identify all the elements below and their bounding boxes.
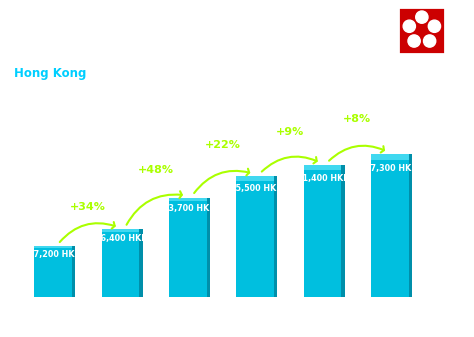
Bar bbox=[35, 246, 75, 248]
Text: Hong Kong: Hong Kong bbox=[14, 67, 87, 81]
Text: 71,400 HKD: 71,400 HKD bbox=[297, 174, 350, 183]
Text: salaryexplorer.com: salaryexplorer.com bbox=[191, 324, 283, 334]
Text: Investment Fund Manager: Investment Fund Manager bbox=[14, 44, 169, 57]
Bar bbox=[409, 154, 412, 297]
Bar bbox=[72, 246, 75, 297]
Text: 27,200 HKD: 27,200 HKD bbox=[28, 250, 81, 259]
Bar bbox=[236, 176, 277, 181]
Text: +22%: +22% bbox=[205, 140, 241, 150]
Text: +8%: +8% bbox=[343, 114, 372, 124]
Circle shape bbox=[417, 26, 427, 35]
Text: +34%: +34% bbox=[70, 203, 106, 212]
Bar bbox=[303, 165, 344, 170]
Bar bbox=[303, 165, 344, 297]
Bar bbox=[35, 246, 75, 297]
Bar bbox=[371, 154, 411, 160]
Bar bbox=[102, 229, 142, 297]
Bar bbox=[207, 197, 210, 297]
Text: 36,400 HKD: 36,400 HKD bbox=[95, 234, 148, 243]
Bar bbox=[169, 197, 210, 297]
Text: +9%: +9% bbox=[276, 127, 304, 137]
Bar bbox=[169, 197, 210, 202]
Text: Salary Comparison By Experience: Salary Comparison By Experience bbox=[14, 10, 329, 28]
Bar bbox=[236, 176, 277, 297]
Bar bbox=[341, 165, 345, 297]
Bar bbox=[139, 229, 143, 297]
Circle shape bbox=[423, 35, 436, 47]
Text: 53,700 HKD: 53,700 HKD bbox=[163, 205, 216, 213]
Circle shape bbox=[403, 20, 415, 32]
Bar bbox=[102, 229, 142, 232]
Circle shape bbox=[416, 11, 428, 23]
Bar bbox=[371, 154, 411, 297]
Text: 65,500 HKD: 65,500 HKD bbox=[230, 184, 283, 193]
Text: Average Monthly Salary: Average Monthly Salary bbox=[436, 163, 445, 254]
Bar bbox=[274, 176, 277, 297]
Text: 77,300 HKD: 77,300 HKD bbox=[365, 164, 418, 173]
Circle shape bbox=[428, 20, 440, 32]
Text: +48%: +48% bbox=[137, 165, 173, 175]
Circle shape bbox=[408, 35, 420, 47]
